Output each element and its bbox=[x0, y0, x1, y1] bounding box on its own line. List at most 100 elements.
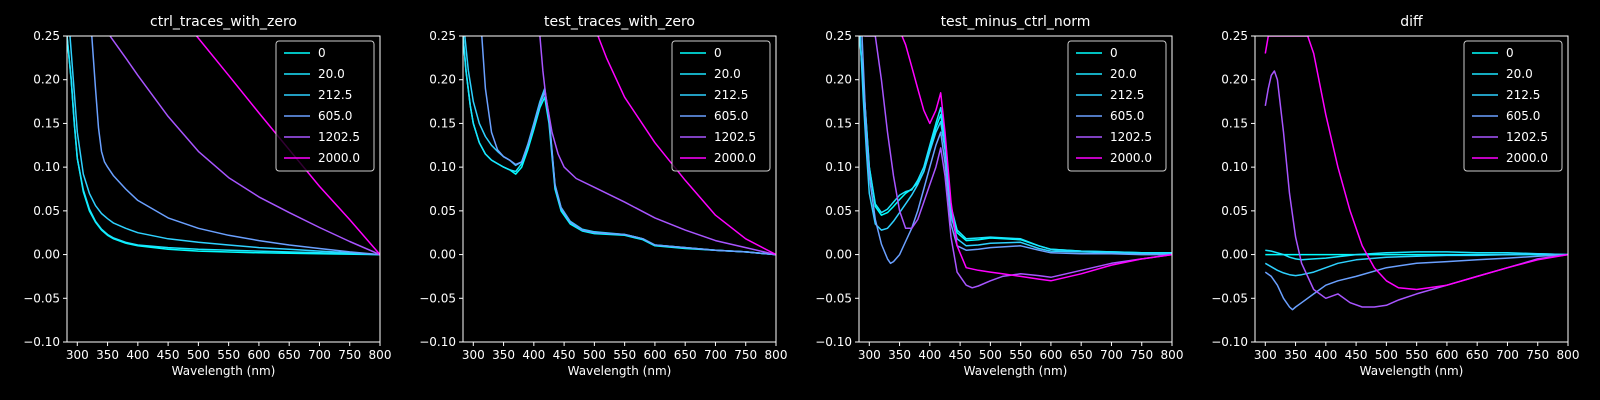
y-tick-label: 0.25 bbox=[1221, 29, 1248, 43]
y-tick-label: 0.10 bbox=[429, 160, 456, 174]
y-axis: −0.10 −0.05 0.00 0.05 0.10 0.15 0.20 0.25 bbox=[815, 29, 859, 349]
plot-frame bbox=[66, 35, 381, 343]
legend-label: 20.0 bbox=[318, 67, 345, 81]
x-tick-label: 500 bbox=[1375, 348, 1398, 362]
legend-label: 605.0 bbox=[1110, 109, 1144, 123]
x-tick-label: 650 bbox=[674, 348, 697, 362]
legend-label: 605.0 bbox=[714, 109, 748, 123]
legend-label: 212.5 bbox=[714, 88, 748, 102]
x-tick-label: 700 bbox=[308, 348, 331, 362]
x-tick-label: 800 bbox=[1161, 348, 1184, 362]
legend-label: 0 bbox=[1110, 46, 1118, 60]
x-axis: 300 350 400 450 500 550 600 650 700 750 800 bbox=[1254, 342, 1580, 362]
legend-label: 0 bbox=[318, 46, 326, 60]
plot-frame bbox=[462, 35, 777, 343]
x-tick-label: 600 bbox=[1435, 348, 1458, 362]
y-tick-label: 0.15 bbox=[429, 116, 456, 130]
y-tick-label: 0.20 bbox=[429, 73, 456, 87]
x-tick-label: 750 bbox=[734, 348, 757, 362]
legend-label: 20.0 bbox=[1506, 67, 1533, 81]
x-tick-label: 600 bbox=[643, 348, 666, 362]
panels: ctrl_traces_with_zero 300 350 400 450 500 550 6… bbox=[23, 14, 1579, 378]
y-tick-label: 0.00 bbox=[1221, 248, 1248, 262]
x-tick-label: 650 bbox=[278, 348, 301, 362]
x-tick-label: 500 bbox=[979, 348, 1002, 362]
y-tick-label: −0.10 bbox=[23, 335, 60, 349]
y-tick-label: 0.05 bbox=[1221, 204, 1248, 218]
chart-panel-4: diff 300 350 400 450 500 550 600 650 700 750 800 −0.… bbox=[1211, 14, 1579, 378]
x-axis-label: Wavelength (nm) bbox=[172, 364, 276, 378]
x-tick-label: 700 bbox=[704, 348, 727, 362]
plot-frame bbox=[858, 35, 1173, 343]
series-line-4 bbox=[91, 36, 380, 256]
y-tick-label: 0.10 bbox=[33, 160, 60, 174]
chart-title: ctrl_traces_with_zero bbox=[150, 14, 297, 30]
y-tick-label: 0.10 bbox=[1221, 160, 1248, 174]
legend-label: 2000.0 bbox=[714, 151, 756, 165]
x-tick-label: 400 bbox=[522, 348, 545, 362]
legend: 0 20.0 212.5 605.0 1202.5 2000.0 bbox=[1463, 40, 1563, 172]
x-tick-label: 800 bbox=[369, 348, 392, 362]
x-axis-label: Wavelength (nm) bbox=[1360, 364, 1464, 378]
legend-label: 212.5 bbox=[1506, 88, 1540, 102]
legend-label: 605.0 bbox=[1506, 109, 1540, 123]
legend-label: 0 bbox=[714, 46, 722, 60]
x-tick-label: 800 bbox=[1557, 348, 1580, 362]
y-tick-label: 0.15 bbox=[1221, 116, 1248, 130]
plot-frame bbox=[1254, 35, 1569, 343]
series-lines bbox=[67, 36, 380, 256]
y-tick-label: −0.10 bbox=[1211, 335, 1248, 349]
y-tick-label: 0.20 bbox=[33, 73, 60, 87]
y-tick-label: −0.05 bbox=[1211, 291, 1248, 305]
series-line-5 bbox=[109, 36, 380, 256]
x-tick-label: 750 bbox=[1130, 348, 1153, 362]
series-line-3 bbox=[859, 36, 1172, 255]
y-tick-label: 0.25 bbox=[825, 29, 852, 43]
x-axis-label: Wavelength (nm) bbox=[568, 364, 672, 378]
x-axis: 300 350 400 450 500 550 600 650 700 750 800 bbox=[858, 342, 1184, 362]
x-tick-label: 350 bbox=[492, 348, 515, 362]
x-tick-label: 400 bbox=[1314, 348, 1337, 362]
x-tick-label: 550 bbox=[613, 348, 636, 362]
series-line-4 bbox=[1264, 253, 1568, 311]
series-line-5 bbox=[539, 36, 776, 256]
series-line-3 bbox=[69, 36, 380, 256]
y-tick-label: 0.05 bbox=[825, 204, 852, 218]
x-tick-label: 300 bbox=[858, 348, 881, 362]
series-line-6 bbox=[1264, 36, 1568, 291]
legend-label: 212.5 bbox=[318, 88, 352, 102]
legend-label: 212.5 bbox=[1110, 88, 1144, 102]
y-tick-label: 0.20 bbox=[825, 73, 852, 87]
x-tick-label: 350 bbox=[888, 348, 911, 362]
series-line-6 bbox=[597, 36, 776, 256]
series-lines bbox=[463, 36, 776, 256]
chart-title: diff bbox=[1400, 14, 1423, 30]
y-tick-label: 0.05 bbox=[33, 204, 60, 218]
series-line-6 bbox=[901, 36, 1172, 282]
x-axis-label: Wavelength (nm) bbox=[964, 364, 1068, 378]
x-tick-label: 600 bbox=[247, 348, 270, 362]
legend-label: 1202.5 bbox=[318, 130, 360, 144]
y-axis: −0.10 −0.05 0.00 0.05 0.10 0.15 0.20 0.25 bbox=[23, 29, 67, 349]
legend-label: 2000.0 bbox=[1110, 151, 1152, 165]
y-tick-label: 0.25 bbox=[33, 29, 60, 43]
y-tick-label: −0.05 bbox=[815, 291, 852, 305]
x-tick-label: 450 bbox=[157, 348, 180, 362]
x-tick-label: 800 bbox=[765, 348, 788, 362]
y-tick-label: 0.15 bbox=[33, 116, 60, 130]
legend-label: 20.0 bbox=[714, 67, 741, 81]
legend-label: 2000.0 bbox=[318, 151, 360, 165]
y-tick-label: −0.05 bbox=[23, 291, 60, 305]
x-tick-label: 350 bbox=[96, 348, 119, 362]
legend-label: 2000.0 bbox=[1506, 151, 1548, 165]
chart-panel-1: ctrl_traces_with_zero 300 350 400 450 500 550 6… bbox=[23, 14, 391, 378]
series-line-5 bbox=[864, 36, 1172, 289]
x-tick-label: 300 bbox=[1254, 348, 1277, 362]
series-line-2 bbox=[1265, 249, 1568, 261]
y-axis: −0.10 −0.05 0.00 0.05 0.10 0.15 0.20 0.25 bbox=[419, 29, 463, 349]
x-tick-label: 300 bbox=[66, 348, 89, 362]
x-axis: 300 350 400 450 500 550 600 650 700 750 800 bbox=[66, 342, 392, 362]
y-tick-label: 0.05 bbox=[429, 204, 456, 218]
x-tick-label: 450 bbox=[949, 348, 972, 362]
